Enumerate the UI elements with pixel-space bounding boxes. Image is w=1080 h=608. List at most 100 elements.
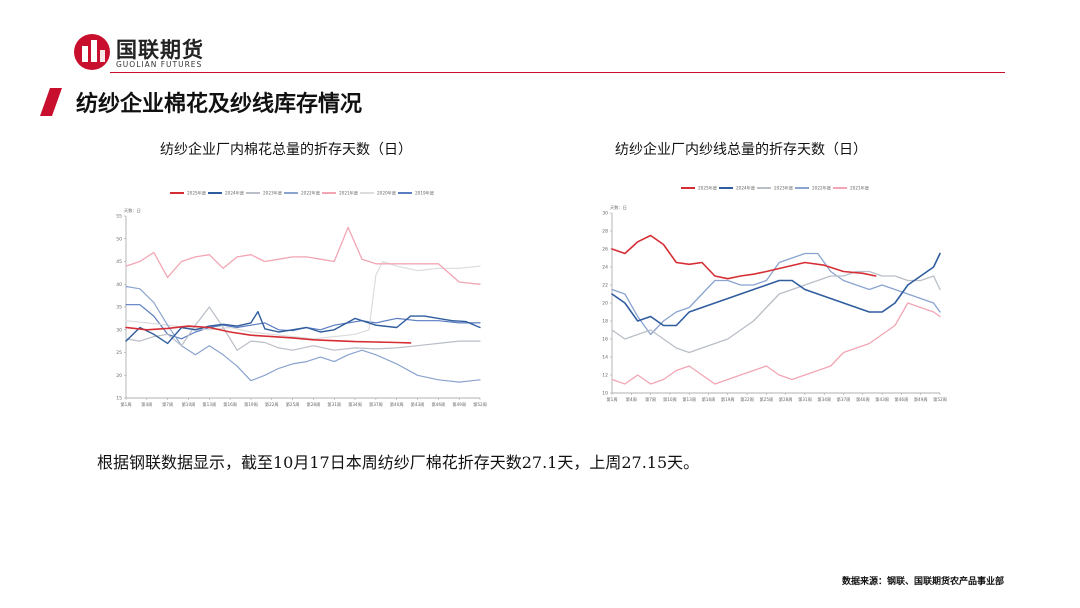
y-tick-label: 24	[602, 265, 608, 271]
x-tick-label: 第49周	[452, 401, 466, 408]
y-tick-label: 10	[602, 391, 608, 397]
cotton-days-chart: 2025年度 2024年度 2023年度 2022年度 2021年度 2020年度 2019…	[116, 190, 487, 409]
x-tick-label: 第31周	[327, 401, 341, 408]
x-tick-label: 第37周	[837, 396, 851, 403]
legend-item: 2023年度	[246, 190, 283, 197]
legend-label: 2025年度	[698, 185, 718, 192]
legend-label: 2022年度	[301, 190, 321, 197]
y-tick-label: 25	[116, 350, 122, 356]
series-line	[125, 304, 481, 340]
x-tick-label: 第4周	[626, 396, 637, 403]
legend-item: 2021年度	[833, 185, 870, 192]
x-tick-label: 第25周	[759, 396, 773, 403]
x-tick-label: 第10周	[182, 401, 196, 408]
chart-1-title: 纺纱企业厂内棉花总量的折存天数（日）	[160, 142, 412, 158]
y-tick-label: 30	[116, 327, 122, 333]
logo-text-cn: 国联期货	[116, 38, 204, 62]
legend-label: 2020年度	[377, 190, 397, 197]
y-tick-label: 14	[602, 355, 608, 361]
legend-item: 2024年度	[208, 190, 245, 197]
x-tick-label: 第19周	[721, 396, 735, 403]
x-tick-label: 第22周	[740, 396, 754, 403]
legend-item: 2025年度	[170, 190, 207, 197]
legend-item: 2020年度	[360, 190, 397, 197]
y-tick-label: 50	[116, 236, 122, 242]
x-tick-label: 第4周	[141, 401, 152, 408]
x-tick-label: 第43周	[875, 396, 889, 403]
legend-label: 2025年度	[187, 190, 207, 197]
y-tick-label: 26	[602, 247, 608, 253]
x-tick-label: 第16周	[223, 401, 237, 408]
series-line	[611, 234, 877, 280]
header-divider	[110, 72, 1005, 73]
series-line	[611, 252, 941, 336]
x-tick-label: 第37周	[369, 401, 383, 408]
legend-label: 2021年度	[339, 190, 359, 197]
x-tick-label: 第40周	[856, 396, 870, 403]
x-tick-label: 第46周	[431, 401, 445, 408]
x-tick-label: 第25周	[286, 401, 300, 408]
legend-label: 2024年度	[736, 185, 756, 192]
x-tick-label: 第7周	[645, 396, 656, 403]
legend-label: 2022年度	[812, 185, 832, 192]
x-tick-label: 第31周	[798, 396, 812, 403]
x-tick-label: 第7周	[162, 401, 173, 408]
series-line	[611, 302, 941, 385]
y-tick-label: 30	[602, 211, 608, 217]
x-tick-label: 第34周	[817, 396, 831, 403]
y-tick-label: 20	[602, 301, 608, 307]
summary-text: 根据钢联数据显示，截至10月17日本周纺纱厂棉花折存天数27.1天，上周27.1…	[97, 453, 700, 472]
x-tick-label: 第46周	[895, 396, 909, 403]
legend-label: 2023年度	[774, 185, 794, 192]
series-line	[125, 325, 412, 344]
chart-2-title: 纺纱企业厂内纱线总量的折存天数（日）	[615, 142, 867, 158]
data-source: 数据来源：钢联、国联期货农产品事业部	[842, 577, 1005, 587]
x-tick-label: 第52周	[473, 401, 487, 408]
x-tick-label: 第43周	[411, 401, 425, 408]
legend-item: 2019年度	[398, 190, 435, 197]
logo-text-en: GUOLIAN FUTURES	[116, 60, 203, 69]
y-tick-label: 16	[602, 337, 608, 343]
y-tick-label: 20	[116, 373, 122, 379]
legend-label: 2023年度	[263, 190, 283, 197]
unit-label: 天数：日	[124, 207, 141, 214]
x-tick-label: 第28周	[779, 396, 793, 403]
unit-label: 天数：日	[610, 204, 627, 211]
y-tick-label: 28	[602, 229, 608, 235]
y-tick-label: 40	[116, 282, 122, 288]
x-tick-label: 第16周	[702, 396, 716, 403]
series-line	[125, 306, 481, 351]
x-tick-label: 第22周	[265, 401, 279, 408]
y-tick-label: 15	[116, 396, 122, 402]
legend-label: 2024年度	[225, 190, 245, 197]
y-tick-label: 22	[602, 283, 608, 289]
series-line	[611, 270, 941, 354]
y-tick-label: 55	[116, 214, 122, 220]
x-tick-label: 第34周	[348, 401, 362, 408]
x-tick-label: 第1周	[120, 401, 131, 408]
x-tick-label: 第19周	[244, 401, 258, 408]
y-tick-label: 45	[116, 259, 122, 265]
legend-item: 2021年度	[322, 190, 359, 197]
legend-label: 2021年度	[850, 185, 870, 192]
x-tick-label: 第10周	[663, 396, 677, 403]
y-tick-label: 18	[602, 319, 608, 325]
series-line	[125, 226, 481, 285]
x-tick-label: 第28周	[307, 401, 321, 408]
x-tick-label: 第49周	[914, 396, 928, 403]
series-line	[125, 310, 481, 345]
series-line	[611, 252, 941, 327]
legend-item: 2024年度	[719, 185, 756, 192]
legend-item: 2022年度	[795, 185, 832, 192]
legend-item: 2022年度	[284, 190, 321, 197]
company-logo: 国联期货 GUOLIAN FUTURES	[72, 30, 242, 74]
x-tick-label: 第13周	[202, 401, 216, 408]
legend-item: 2025年度	[681, 185, 718, 192]
series-line	[125, 260, 481, 340]
logo-emblem-icon	[74, 34, 110, 70]
x-tick-label: 第1周	[606, 396, 617, 403]
x-tick-label: 第40周	[390, 401, 404, 408]
series-line	[125, 285, 481, 383]
page-title: 纺纱企业棉花及纱线库存情况	[76, 92, 363, 117]
